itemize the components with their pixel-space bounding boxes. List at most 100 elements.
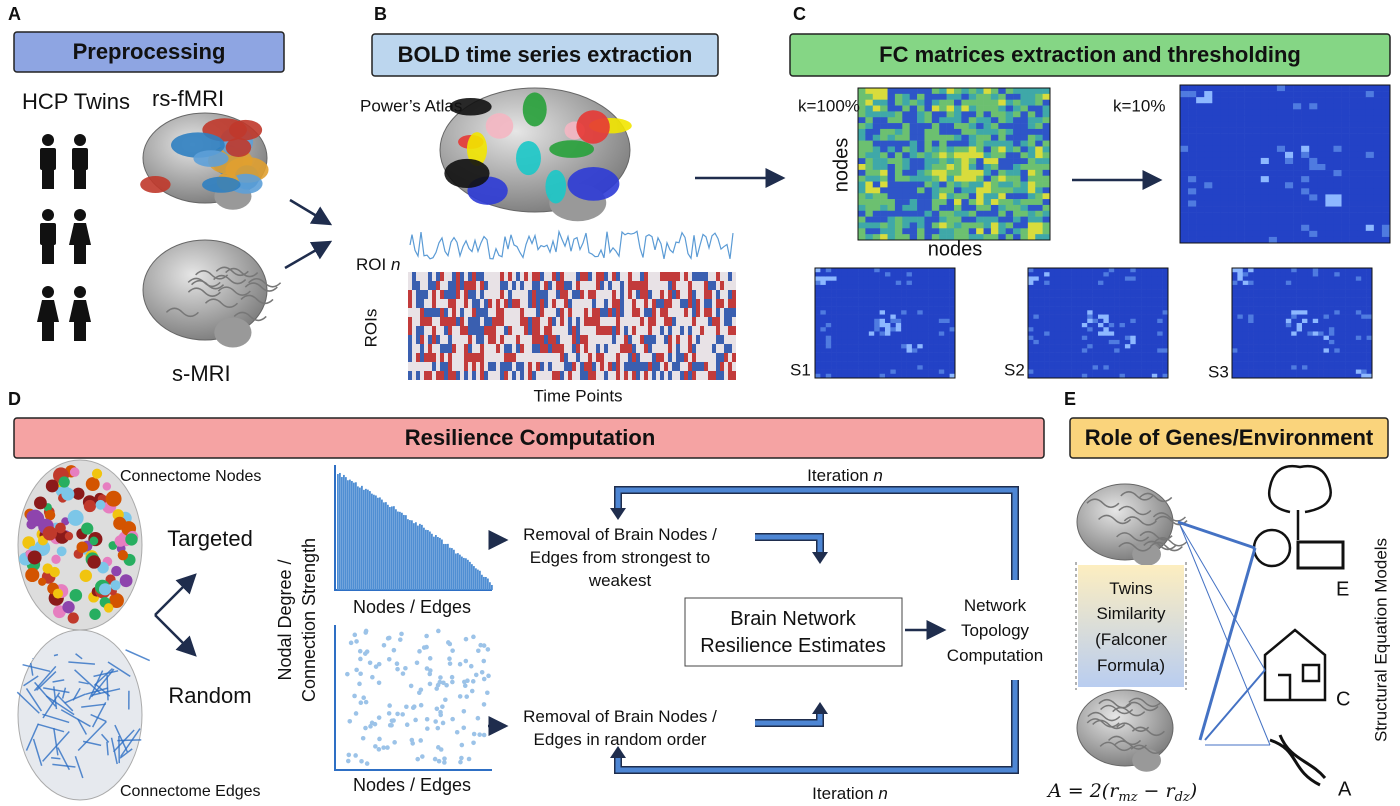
heatmap-cell bbox=[596, 353, 600, 362]
heatmap-cell bbox=[536, 299, 540, 308]
heatmap-cell bbox=[660, 272, 664, 281]
heatmap-cell bbox=[676, 299, 680, 308]
matrix-cell bbox=[1345, 315, 1351, 320]
matrix-cell bbox=[1163, 323, 1169, 328]
matrix-cell bbox=[1076, 310, 1082, 315]
matrix-cell bbox=[1259, 348, 1265, 353]
heatmap-cell bbox=[588, 281, 592, 290]
matrix-cell bbox=[1006, 187, 1014, 193]
matrix-cell bbox=[1325, 103, 1333, 109]
matrix-cell bbox=[910, 217, 918, 223]
matrix-cell bbox=[853, 306, 859, 311]
matrix-cell bbox=[1028, 285, 1034, 290]
matrix-cell bbox=[1358, 200, 1366, 206]
heatmap-cell bbox=[644, 335, 648, 344]
matrix-cell bbox=[1329, 319, 1335, 324]
matrix-cell bbox=[1093, 336, 1099, 341]
matrix-cell bbox=[863, 365, 869, 370]
matrix-cell bbox=[928, 285, 934, 290]
matrix-cell bbox=[954, 182, 962, 188]
matrix-cell bbox=[1055, 298, 1061, 303]
matrix-cell bbox=[1264, 268, 1270, 273]
matrix-cell bbox=[939, 135, 947, 141]
matrix-cell bbox=[1291, 323, 1297, 328]
matrix-cell bbox=[1374, 170, 1382, 176]
bar bbox=[451, 548, 453, 590]
matrix-cell bbox=[895, 111, 903, 117]
matrix-cell bbox=[954, 164, 962, 170]
heatmap-cell bbox=[480, 317, 484, 326]
matrix-cell bbox=[976, 217, 984, 223]
matrix-cell bbox=[928, 306, 934, 311]
matrix-cell bbox=[1196, 85, 1204, 91]
matrix-cell bbox=[1232, 285, 1238, 290]
matrix-cell bbox=[1286, 298, 1292, 303]
heatmap-cell bbox=[444, 317, 448, 326]
matrix-cell bbox=[1254, 276, 1260, 281]
matrix-cell bbox=[1366, 109, 1374, 115]
matrix-cell bbox=[1157, 344, 1163, 349]
axis-label: Structural Equation Models bbox=[1371, 538, 1390, 742]
matrix-cell bbox=[939, 205, 947, 211]
dot bbox=[401, 671, 406, 676]
matrix-cell bbox=[1329, 340, 1335, 345]
matrix-cell bbox=[1152, 365, 1158, 370]
matrix-cell bbox=[1361, 353, 1367, 358]
matrix-cell bbox=[1297, 310, 1303, 315]
matrix-cell bbox=[1163, 340, 1169, 345]
matrix-cell bbox=[1114, 281, 1120, 286]
heatmap-cell bbox=[592, 371, 596, 380]
matrix-cell bbox=[1350, 182, 1358, 188]
matrix-cell bbox=[1141, 302, 1147, 307]
matrix-cell bbox=[1212, 237, 1220, 243]
matrix-cell bbox=[1060, 323, 1066, 328]
dot bbox=[346, 759, 351, 764]
heatmap-cell bbox=[464, 344, 468, 353]
matrix-cell bbox=[912, 327, 918, 332]
matrix-cell bbox=[998, 111, 1006, 117]
matrix-cell bbox=[815, 272, 821, 277]
matrix-cell bbox=[1020, 117, 1028, 123]
matrix-cell bbox=[1043, 182, 1051, 188]
bar bbox=[463, 558, 465, 590]
heatmap-cell bbox=[528, 371, 532, 380]
heatmap-cell bbox=[456, 299, 460, 308]
matrix-cell bbox=[991, 146, 999, 152]
matrix-cell bbox=[1302, 340, 1308, 345]
matrix-cell bbox=[1152, 361, 1158, 366]
matrix-cell bbox=[1356, 319, 1362, 324]
matrix-cell bbox=[1087, 344, 1093, 349]
matrix-cell bbox=[1060, 281, 1066, 286]
heatmap-cell bbox=[560, 281, 564, 290]
matrix-cell bbox=[1212, 134, 1220, 140]
matrix-cell bbox=[1356, 348, 1362, 353]
matrix-cell bbox=[853, 348, 859, 353]
matrix-cell bbox=[969, 182, 977, 188]
dot bbox=[377, 662, 382, 667]
matrix-cell bbox=[1243, 348, 1249, 353]
matrix-cell bbox=[1367, 285, 1373, 290]
matrix-cell bbox=[984, 176, 992, 182]
label: rs-fMRI bbox=[152, 86, 224, 111]
heatmap-cell bbox=[452, 335, 456, 344]
matrix-cell bbox=[815, 331, 821, 336]
matrix-cell bbox=[917, 129, 925, 135]
matrix-cell bbox=[1334, 357, 1340, 362]
matrix-cell bbox=[1374, 103, 1382, 109]
matrix-cell bbox=[1342, 140, 1350, 146]
matrix-cell bbox=[901, 281, 907, 286]
matrix-cell bbox=[901, 327, 907, 332]
matrix-cell bbox=[939, 319, 945, 324]
matrix-cell bbox=[1146, 268, 1152, 273]
matrix-cell bbox=[1180, 152, 1188, 158]
matrix-cell bbox=[939, 111, 947, 117]
matrix-cell bbox=[1125, 340, 1131, 345]
matrix-cell bbox=[895, 199, 903, 205]
matrix-cell bbox=[1297, 370, 1303, 375]
matrix-cell bbox=[1340, 327, 1346, 332]
matrix-cell bbox=[950, 302, 956, 307]
matrix-cell bbox=[1248, 365, 1254, 370]
matrix-cell bbox=[1006, 146, 1014, 152]
heatmap-cell bbox=[720, 290, 724, 299]
node bbox=[87, 555, 100, 568]
